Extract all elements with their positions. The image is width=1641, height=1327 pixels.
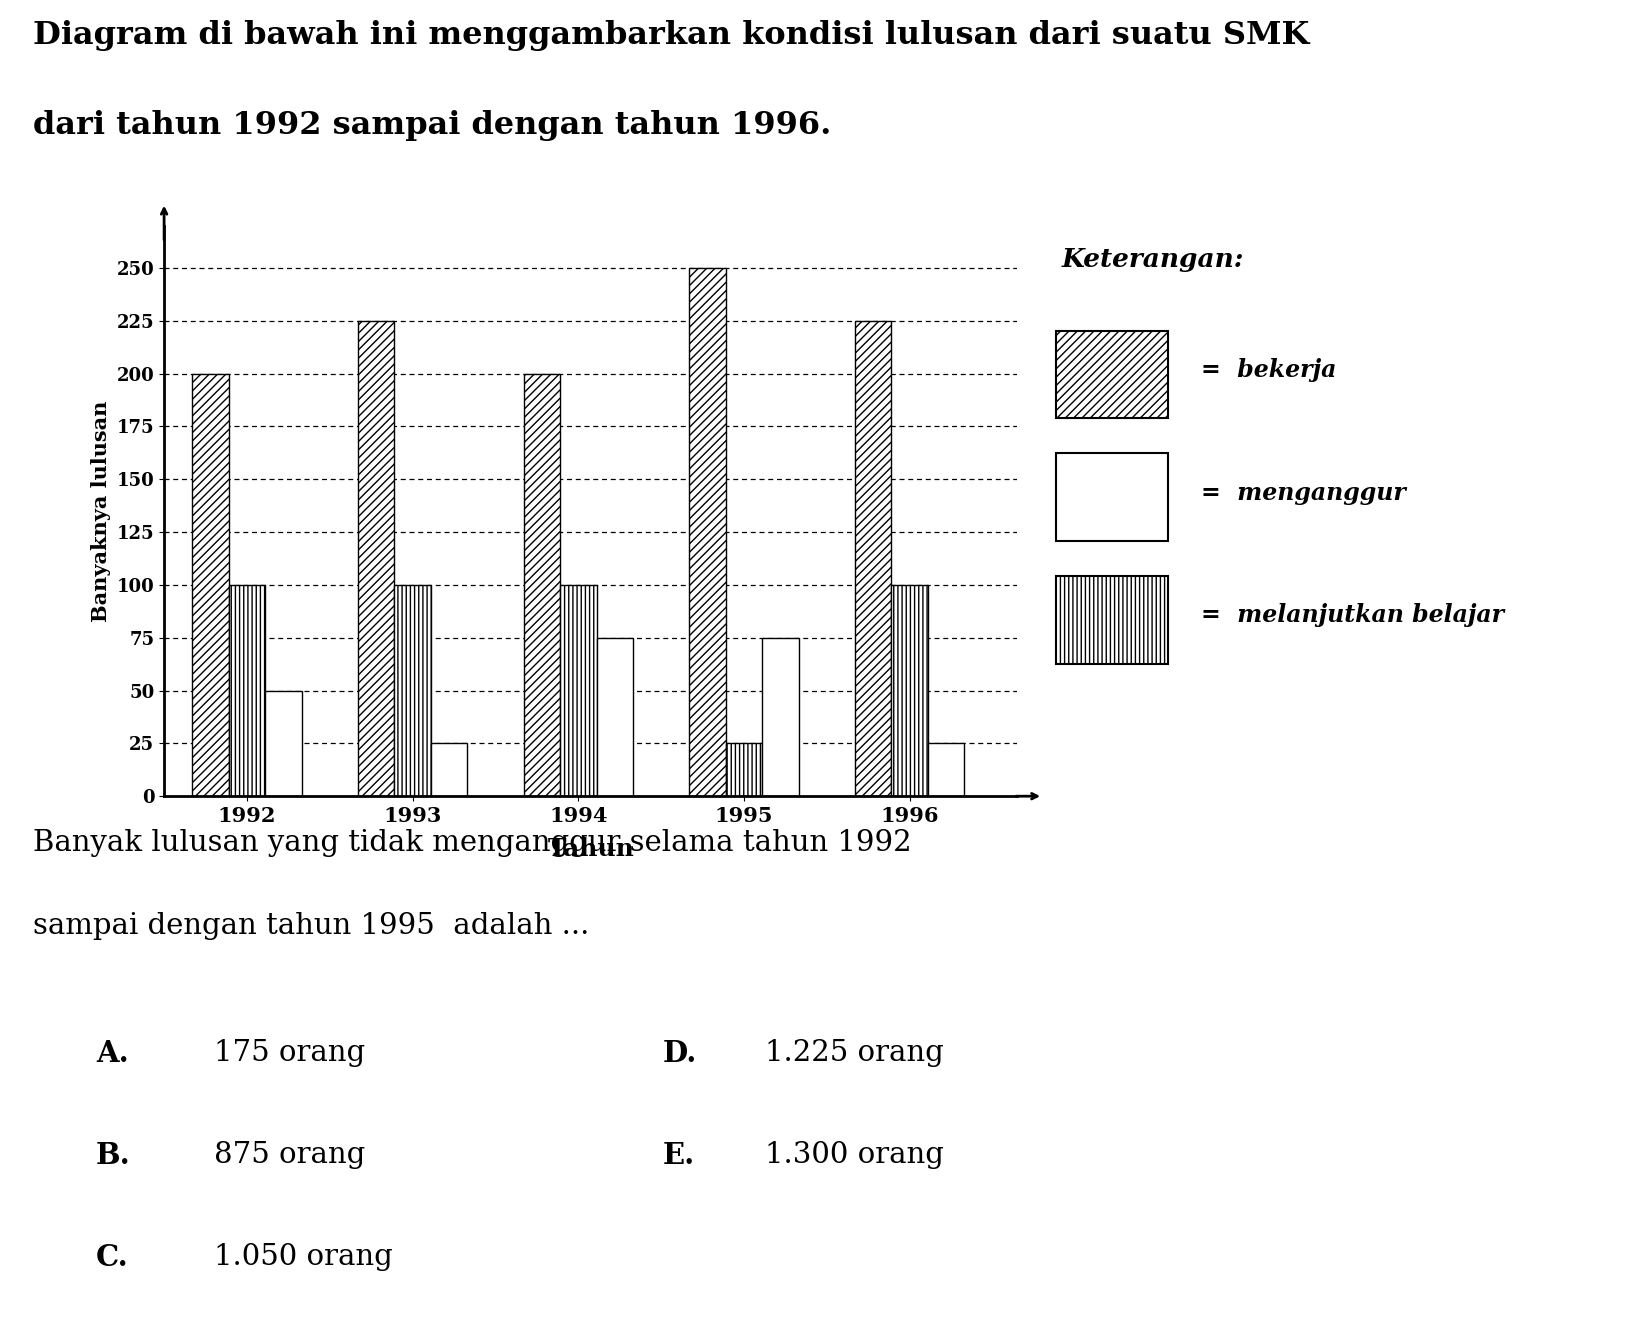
Bar [725, 743, 763, 796]
Text: E.: E. [663, 1141, 696, 1170]
Bar [597, 638, 633, 796]
Text: B.: B. [95, 1141, 131, 1170]
Bar [763, 638, 799, 796]
Bar [432, 743, 468, 796]
Text: 875 orang: 875 orang [213, 1141, 366, 1169]
Bar [523, 373, 560, 796]
Text: =  melanjutkan belajar: = melanjutkan belajar [1201, 604, 1505, 628]
Text: Keterangan:: Keterangan: [1062, 247, 1244, 272]
Bar [228, 585, 266, 796]
Text: sampai dengan tahun 1995  adalah ...: sampai dengan tahun 1995 adalah ... [33, 912, 589, 940]
Y-axis label: Banyaknya lulusan: Banyaknya lulusan [90, 401, 112, 621]
Text: 1.050 orang: 1.050 orang [213, 1243, 392, 1271]
Bar [891, 585, 927, 796]
Text: D.: D. [663, 1039, 697, 1068]
Text: 175 orang: 175 orang [213, 1039, 364, 1067]
Bar [1057, 576, 1168, 664]
Bar [855, 321, 891, 796]
Text: A.: A. [95, 1039, 128, 1068]
X-axis label: Tahun: Tahun [548, 837, 633, 861]
Bar [266, 690, 302, 796]
Text: Diagram di bawah ini menggambarkan kondisi lulusan dari suatu SMK: Diagram di bawah ini menggambarkan kondi… [33, 20, 1310, 50]
Text: =  menganggur: = menganggur [1201, 480, 1406, 504]
Bar [927, 743, 965, 796]
Bar [1057, 454, 1168, 541]
Text: Banyak lulusan yang tidak menganggur selama tahun 1992: Banyak lulusan yang tidak menganggur sel… [33, 829, 911, 857]
Text: C.: C. [95, 1243, 128, 1273]
Bar [192, 373, 228, 796]
Text: 1.225 orang: 1.225 orang [765, 1039, 944, 1067]
Bar [689, 268, 725, 796]
Bar [394, 585, 432, 796]
Text: 1.300 orang: 1.300 orang [765, 1141, 944, 1169]
Bar [560, 585, 597, 796]
Bar [358, 321, 394, 796]
Text: dari tahun 1992 sampai dengan tahun 1996.: dari tahun 1992 sampai dengan tahun 1996… [33, 110, 832, 141]
Text: =  bekerja: = bekerja [1201, 358, 1336, 382]
Bar [1057, 330, 1168, 418]
